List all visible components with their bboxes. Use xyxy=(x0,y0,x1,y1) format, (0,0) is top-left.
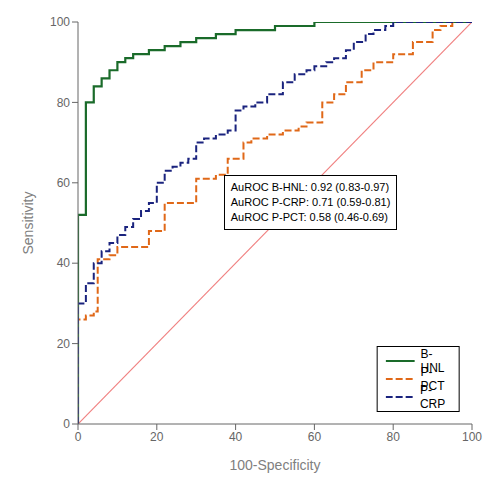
html-text:AuROC P-CRP: 0.71 (0.59-0.81): AuROC P-CRP: 0.71 (0.59-0.81) xyxy=(230,195,391,208)
svg-text:80: 80 xyxy=(387,430,401,444)
html-text:B-HNL: B-HNL xyxy=(420,347,445,375)
svg-text:100: 100 xyxy=(50,15,70,29)
svg-text:60: 60 xyxy=(308,430,322,444)
svg-text:100-Specificity: 100-Specificity xyxy=(229,457,320,473)
html-text:P-CRP: P-CRP xyxy=(419,383,446,411)
svg-text:20: 20 xyxy=(57,337,71,351)
svg-text:Sensitivity: Sensitivity xyxy=(20,191,36,254)
svg-text:60: 60 xyxy=(57,176,71,190)
svg-text:40: 40 xyxy=(229,430,243,444)
html-text:AuROC P-PCT: 0.58 (0.46-0.69): AuROC P-PCT: 0.58 (0.46-0.69) xyxy=(230,210,388,223)
svg-text:0: 0 xyxy=(63,417,70,431)
svg-text:20: 20 xyxy=(150,430,164,444)
html-text:P-PCT: P-PCT xyxy=(420,365,445,393)
svg-text:40: 40 xyxy=(57,256,71,270)
svg-text:0: 0 xyxy=(75,430,82,444)
html-text:AuROC B-HNL: 0.92 (0.83-0.97): AuROC B-HNL: 0.92 (0.83-0.97) xyxy=(230,180,390,193)
svg-text:80: 80 xyxy=(57,96,71,110)
svg-text:100: 100 xyxy=(462,430,482,444)
